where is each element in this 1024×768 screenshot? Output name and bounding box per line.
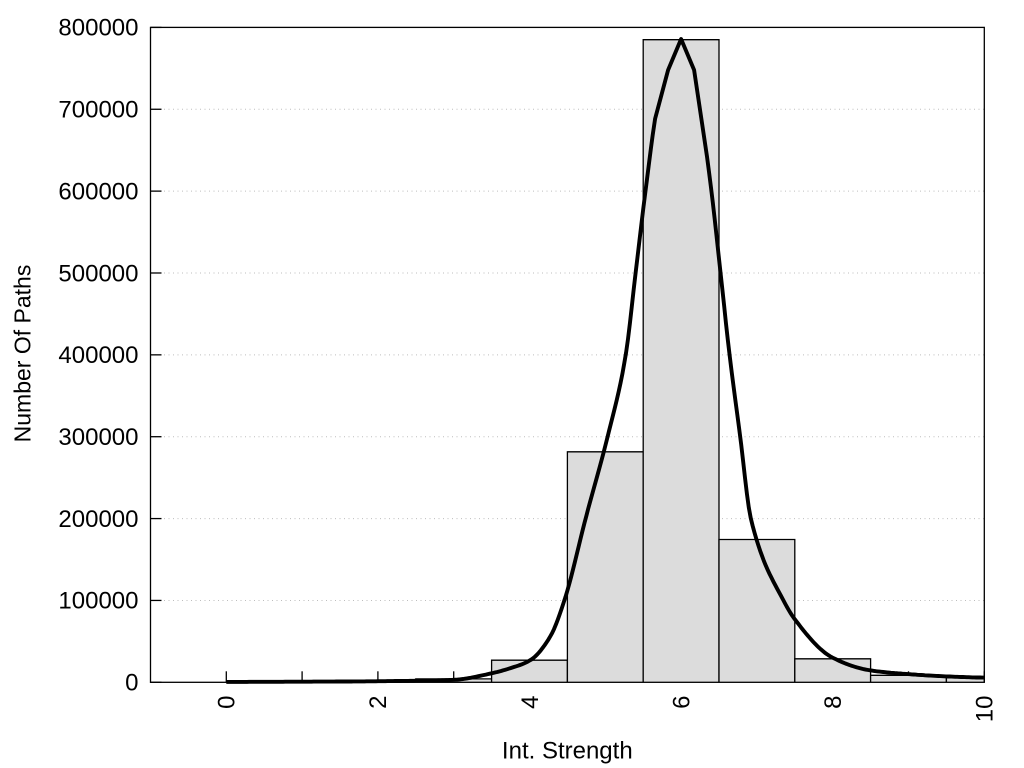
svg-text:300000: 300000 bbox=[58, 424, 138, 451]
svg-text:Number Of Paths: Number Of Paths bbox=[10, 265, 36, 443]
svg-text:10: 10 bbox=[972, 696, 999, 723]
svg-text:200000: 200000 bbox=[58, 506, 138, 533]
svg-text:0: 0 bbox=[125, 670, 138, 697]
svg-text:8: 8 bbox=[820, 696, 847, 709]
svg-text:500000: 500000 bbox=[58, 260, 138, 287]
svg-text:600000: 600000 bbox=[58, 178, 138, 205]
svg-text:800000: 800000 bbox=[58, 15, 138, 42]
svg-text:100000: 100000 bbox=[58, 588, 138, 615]
svg-text:400000: 400000 bbox=[58, 342, 138, 369]
svg-text:4: 4 bbox=[517, 696, 544, 709]
svg-text:0: 0 bbox=[214, 696, 241, 709]
svg-text:Int. Strength: Int. Strength bbox=[502, 737, 633, 764]
svg-text:700000: 700000 bbox=[58, 97, 138, 124]
svg-text:2: 2 bbox=[365, 696, 392, 709]
svg-text:6: 6 bbox=[668, 696, 695, 709]
